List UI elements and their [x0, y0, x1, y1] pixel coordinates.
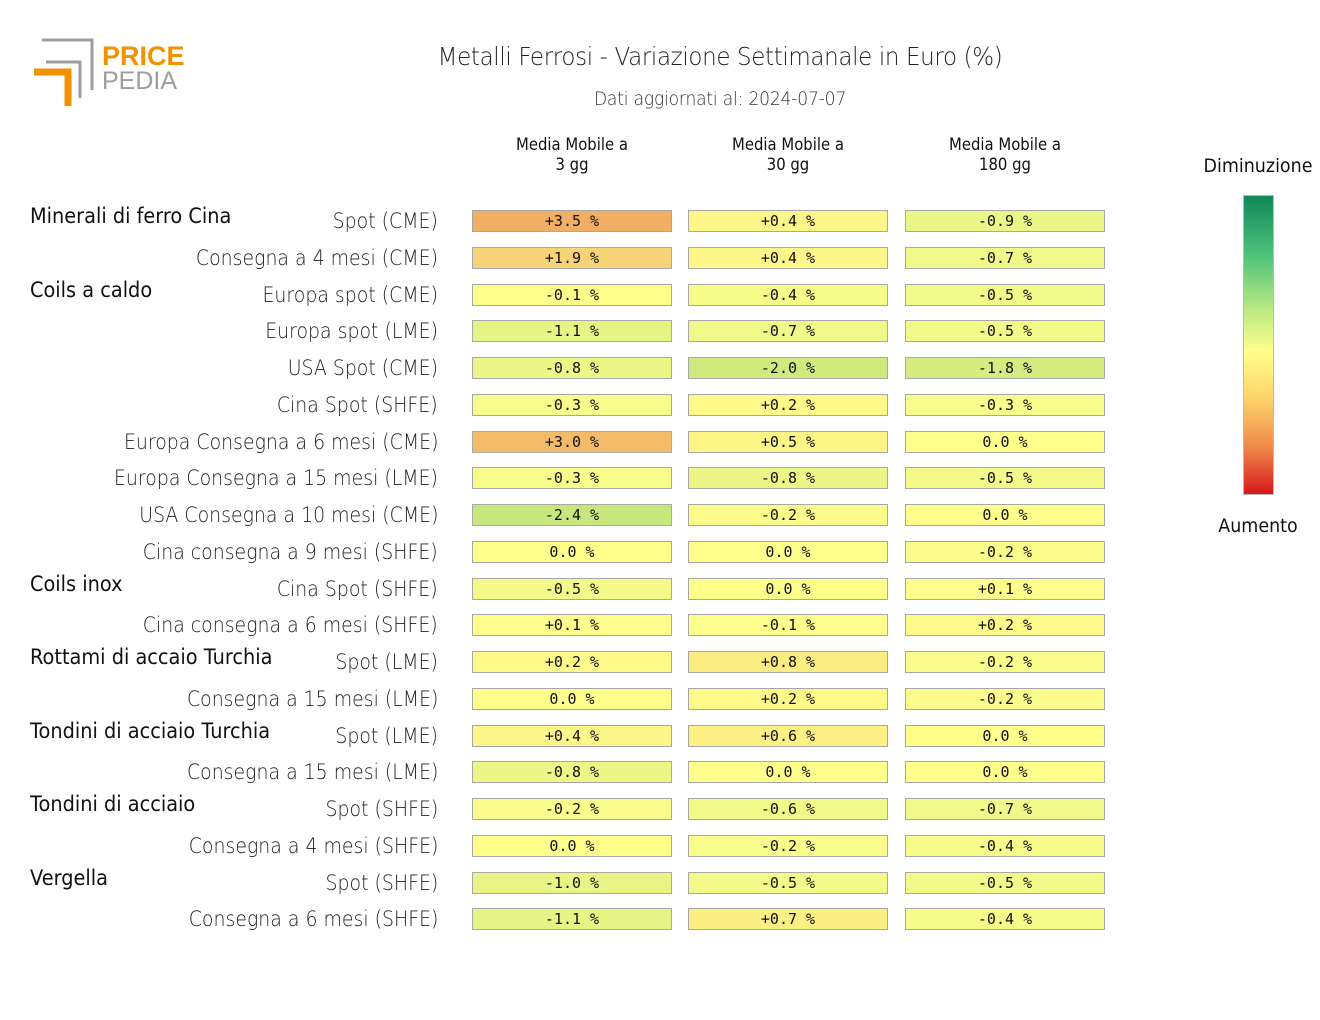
- heatmap-cell: -0.7 %: [688, 320, 888, 343]
- row-label: Spot (SHFE): [325, 870, 438, 895]
- row-label: Spot (CME): [332, 209, 438, 233]
- heatmap-cell: 0.0 %: [472, 834, 672, 857]
- group-label: Vergella: [30, 865, 108, 890]
- heatmap-cell: +0.4 %: [688, 210, 888, 232]
- heatmap-cell: -1.1 %: [472, 908, 672, 931]
- row-label: Cina Spot (SHFE): [277, 576, 438, 601]
- row-label: Spot (LME): [335, 723, 438, 748]
- pricepedia-logo: PRICE PEDIA: [34, 38, 185, 106]
- heatmap-cell: -0.5 %: [905, 320, 1105, 343]
- heatmap-cell: +0.2 %: [472, 651, 672, 673]
- row-label: USA Spot (CME): [287, 356, 438, 380]
- heatmap-cell: -0.9 %: [905, 210, 1105, 232]
- heatmap-cell: -0.5 %: [688, 871, 888, 894]
- heatmap-cell: -0.3 %: [905, 393, 1105, 416]
- heatmap-cell: +0.1 %: [472, 614, 672, 637]
- heatmap-cell: -0.2 %: [905, 687, 1105, 710]
- row-label: Consegna a 15 mesi (LME): [186, 686, 438, 711]
- heatmap-cell: -0.8 %: [472, 761, 672, 784]
- row-label: Cina consegna a 6 mesi (SHFE): [143, 613, 438, 638]
- heatmap-cell: -0.1 %: [472, 283, 672, 306]
- heatmap-cell: 0.0 %: [688, 540, 888, 563]
- heatmap-cell: -0.4 %: [688, 283, 888, 306]
- heatmap-cell: -0.5 %: [905, 467, 1105, 490]
- row-label: Consegna a 15 mesi (LME): [186, 760, 438, 785]
- chart-title: Metalli Ferrosi - Variazione Settimanale…: [437, 42, 1003, 71]
- color-scale-legend: [1243, 195, 1274, 495]
- group-label: Rottami di accaio Turchia: [30, 645, 273, 669]
- group-label: Minerali di ferro Cina: [30, 204, 232, 228]
- row-label: Spot (LME): [335, 650, 438, 674]
- legend-label-increase: Aumento: [1218, 515, 1298, 537]
- heatmap-cell: 0.0 %: [688, 761, 888, 784]
- heatmap-cell: 0.0 %: [905, 761, 1105, 784]
- heatmap-cell: -2.0 %: [688, 357, 888, 379]
- group-label: Coils inox: [30, 571, 123, 596]
- row-label: Consegna a 6 mesi (SHFE): [188, 907, 438, 932]
- svg-text:PEDIA: PEDIA: [102, 67, 177, 95]
- heatmap-cell: -0.5 %: [905, 283, 1105, 306]
- heatmap-cell: -0.4 %: [905, 834, 1105, 857]
- heatmap-cell: -1.8 %: [905, 357, 1105, 379]
- row-label: Spot (SHFE): [325, 797, 438, 821]
- heatmap-cell: -0.8 %: [472, 357, 672, 379]
- group-label: Coils a caldo: [30, 277, 153, 302]
- row-label: USA Consegna a 10 mesi (CME): [138, 503, 438, 527]
- heatmap-cell: 0.0 %: [905, 724, 1105, 747]
- heatmap-cell: +3.5 %: [472, 210, 672, 232]
- heatmap-cell: +0.4 %: [472, 724, 672, 747]
- column-header: Media Mobile a 3 gg: [516, 135, 628, 174]
- heatmap-cell: -1.1 %: [472, 320, 672, 343]
- heatmap-cell: -0.5 %: [905, 871, 1105, 894]
- heatmap-cell: +0.2 %: [688, 687, 888, 710]
- heatmap-cell: -0.3 %: [472, 393, 672, 416]
- heatmap-cell: -1.0 %: [472, 871, 672, 894]
- row-label: Consegna a 4 mesi (CME): [195, 245, 438, 270]
- legend-label-decrease: Diminuzione: [1203, 155, 1313, 177]
- heatmap-cell: -0.7 %: [905, 246, 1105, 269]
- heatmap-cell: -0.2 %: [472, 798, 672, 820]
- heatmap-cell: 0.0 %: [688, 577, 888, 600]
- heatmap-cell: +1.9 %: [472, 246, 672, 269]
- heatmap-cell: +0.6 %: [688, 724, 888, 747]
- heatmap-cell: +0.8 %: [688, 651, 888, 673]
- column-header: Media Mobile a 30 gg: [732, 135, 844, 174]
- heatmap-cell: 0.0 %: [472, 540, 672, 563]
- row-label: Europa Consegna a 6 mesi (CME): [123, 429, 438, 454]
- group-label: Tondini di acciaio Turchia: [30, 718, 271, 743]
- heatmap-cell: +0.2 %: [905, 614, 1105, 637]
- heatmap-cell: -0.2 %: [688, 834, 888, 857]
- group-label: Tondini di acciaio: [30, 792, 196, 816]
- row-label: Europa Consegna a 15 mesi (LME): [114, 466, 438, 491]
- heatmap-cell: -0.2 %: [905, 540, 1105, 563]
- heatmap-cell: +0.4 %: [688, 246, 888, 269]
- heatmap-cell: -0.3 %: [472, 467, 672, 490]
- heatmap-cell: 0.0 %: [905, 430, 1105, 453]
- heatmap-cell: -0.1 %: [688, 614, 888, 637]
- row-label: Consegna a 4 mesi (SHFE): [188, 833, 438, 858]
- heatmap-cell: +0.2 %: [688, 393, 888, 416]
- heatmap-cell: +0.1 %: [905, 577, 1105, 600]
- heatmap-cell: -0.7 %: [905, 798, 1105, 820]
- heatmap-cell: +3.0 %: [472, 430, 672, 453]
- heatmap-cell: -0.2 %: [905, 651, 1105, 673]
- column-header: Media Mobile a 180 gg: [949, 135, 1061, 174]
- heatmap-cell: -0.6 %: [688, 798, 888, 820]
- heatmap-cell: -0.2 %: [688, 504, 888, 526]
- heatmap-cell: -0.8 %: [688, 467, 888, 490]
- chart-subtitle: Dati aggiornati al: 2024-07-07: [593, 88, 847, 110]
- heatmap-cell: +0.5 %: [688, 430, 888, 453]
- row-label: Cina consegna a 9 mesi (SHFE): [143, 539, 438, 564]
- heatmap-cell: 0.0 %: [905, 504, 1105, 526]
- heatmap-cell: 0.0 %: [472, 687, 672, 710]
- svg-text:PRICE: PRICE: [102, 41, 185, 71]
- row-label: Cina Spot (SHFE): [277, 392, 438, 417]
- heatmap-cell: -2.4 %: [472, 504, 672, 526]
- row-label: Europa spot (LME): [265, 319, 438, 344]
- heatmap-cell: -0.5 %: [472, 577, 672, 600]
- row-label: Europa spot (CME): [262, 282, 438, 307]
- heatmap-cell: +0.7 %: [688, 908, 888, 931]
- heatmap-cell: -0.4 %: [905, 908, 1105, 931]
